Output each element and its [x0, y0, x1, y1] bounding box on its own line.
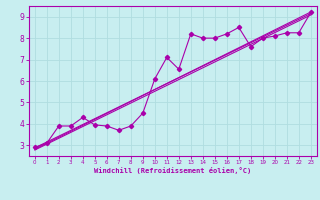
X-axis label: Windchill (Refroidissement éolien,°C): Windchill (Refroidissement éolien,°C) [94, 167, 252, 174]
